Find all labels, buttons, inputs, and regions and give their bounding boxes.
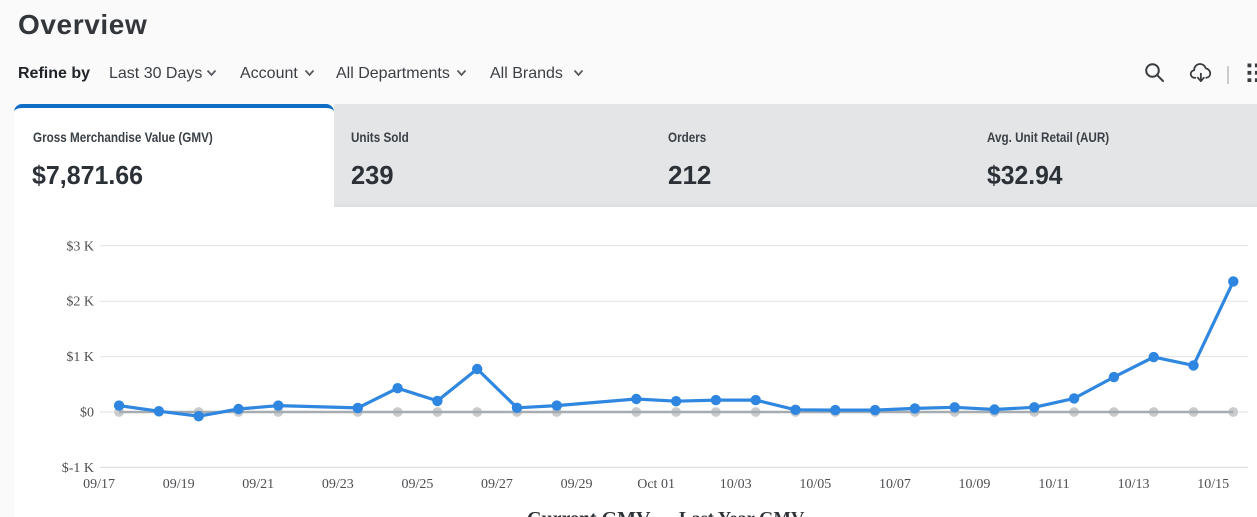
svg-text:Last Year GMV: Last Year GMV — [679, 510, 805, 517]
svg-text:Oct 01: Oct 01 — [637, 477, 675, 492]
svg-text:Current GMV: Current GMV — [527, 508, 651, 517]
svg-text:09/25: 09/25 — [401, 477, 433, 492]
svg-text:09/19: 09/19 — [163, 477, 195, 492]
svg-text:10/03: 10/03 — [720, 477, 752, 492]
svg-text:$-1 K: $-1 K — [62, 461, 94, 476]
svg-text:09/29: 09/29 — [561, 477, 593, 492]
svg-text:10/09: 10/09 — [959, 477, 991, 492]
svg-text:$1 K: $1 K — [66, 350, 94, 365]
svg-text:$0: $0 — [80, 406, 94, 421]
svg-text:09/17: 09/17 — [83, 477, 115, 492]
svg-text:$2 K: $2 K — [66, 295, 94, 310]
svg-text:$3 K: $3 K — [66, 239, 94, 254]
svg-text:09/27: 09/27 — [481, 477, 513, 492]
svg-text:09/23: 09/23 — [322, 477, 354, 492]
svg-text:10/05: 10/05 — [799, 477, 831, 492]
svg-text:09/21: 09/21 — [242, 477, 274, 492]
svg-text:10/11: 10/11 — [1038, 477, 1069, 492]
svg-text:10/13: 10/13 — [1118, 477, 1150, 492]
svg-text:10/07: 10/07 — [879, 477, 911, 492]
svg-text:10/15: 10/15 — [1197, 477, 1229, 492]
